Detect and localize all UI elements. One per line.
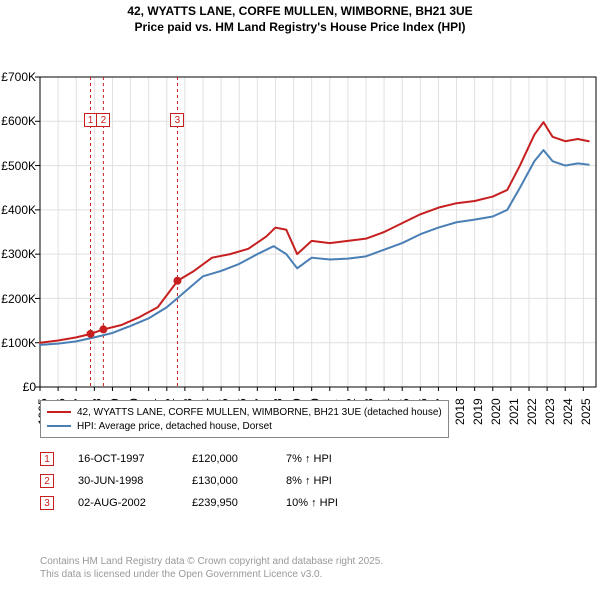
footer-line-1: Contains HM Land Registry data © Crown c…	[40, 555, 383, 568]
sales-delta: 10% ↑ HPI	[286, 497, 376, 509]
legend-label: HPI: Average price, detached house, Dors…	[77, 421, 272, 432]
sale-marker-box: 2	[96, 113, 110, 127]
y-tick-label: £500K	[0, 159, 36, 173]
sales-price: £120,000	[192, 453, 262, 465]
sales-price: £130,000	[192, 475, 262, 487]
sales-row: 2 30-JUN-1998 £130,000 8% ↑ HPI	[40, 470, 376, 492]
x-tick-label: 2019	[471, 398, 485, 425]
footer-line-2: This data is licensed under the Open Gov…	[40, 568, 383, 581]
title-line-1: 42, WYATTS LANE, CORFE MULLEN, WIMBORNE,…	[0, 4, 600, 20]
sales-table: 1 16-OCT-1997 £120,000 7% ↑ HPI 2 30-JUN-1998…	[40, 448, 376, 514]
legend: 42, WYATTS LANE, CORFE MULLEN, WIMBORNE,…	[40, 400, 449, 438]
chart-svg	[0, 35, 600, 391]
title-line-2: Price paid vs. HM Land Registry's House …	[0, 20, 600, 36]
x-tick-label: 2021	[507, 398, 521, 425]
sales-marker: 3	[40, 496, 54, 510]
legend-label: 42, WYATTS LANE, CORFE MULLEN, WIMBORNE,…	[77, 407, 442, 418]
sales-date: 16-OCT-1997	[78, 453, 168, 465]
sales-delta: 7% ↑ HPI	[286, 453, 376, 465]
sales-date: 02-AUG-2002	[78, 497, 168, 509]
sales-marker: 2	[40, 474, 54, 488]
x-tick-label: 2025	[579, 398, 593, 425]
x-tick-label: 2024	[561, 398, 575, 425]
y-tick-label: £200K	[0, 292, 36, 306]
title-block: 42, WYATTS LANE, CORFE MULLEN, WIMBORNE,…	[0, 0, 600, 35]
y-tick-label: £300K	[0, 247, 36, 261]
legend-swatch	[47, 411, 71, 413]
sales-row: 1 16-OCT-1997 £120,000 7% ↑ HPI	[40, 448, 376, 470]
y-tick-label: £100K	[0, 336, 36, 350]
sale-marker-box: 3	[170, 113, 184, 127]
sales-marker: 1	[40, 452, 54, 466]
sales-price: £239,950	[192, 497, 262, 509]
y-tick-label: £600K	[0, 114, 36, 128]
legend-row: 42, WYATTS LANE, CORFE MULLEN, WIMBORNE,…	[47, 405, 442, 419]
sales-delta: 8% ↑ HPI	[286, 475, 376, 487]
x-tick-label: 2020	[489, 398, 503, 425]
x-tick-label: 2018	[453, 398, 467, 425]
legend-row: HPI: Average price, detached house, Dors…	[47, 419, 442, 433]
y-tick-label: £0	[0, 380, 36, 394]
footer-note: Contains HM Land Registry data © Crown c…	[40, 555, 383, 581]
x-tick-label: 2022	[525, 398, 539, 425]
legend-swatch	[47, 425, 71, 427]
x-tick-label: 2023	[543, 398, 557, 425]
sales-date: 30-JUN-1998	[78, 475, 168, 487]
y-tick-label: £400K	[0, 203, 36, 217]
y-tick-label: £700K	[0, 70, 36, 84]
chart-container: 42, WYATTS LANE, CORFE MULLEN, WIMBORNE,…	[0, 0, 600, 590]
sales-row: 3 02-AUG-2002 £239,950 10% ↑ HPI	[40, 492, 376, 514]
